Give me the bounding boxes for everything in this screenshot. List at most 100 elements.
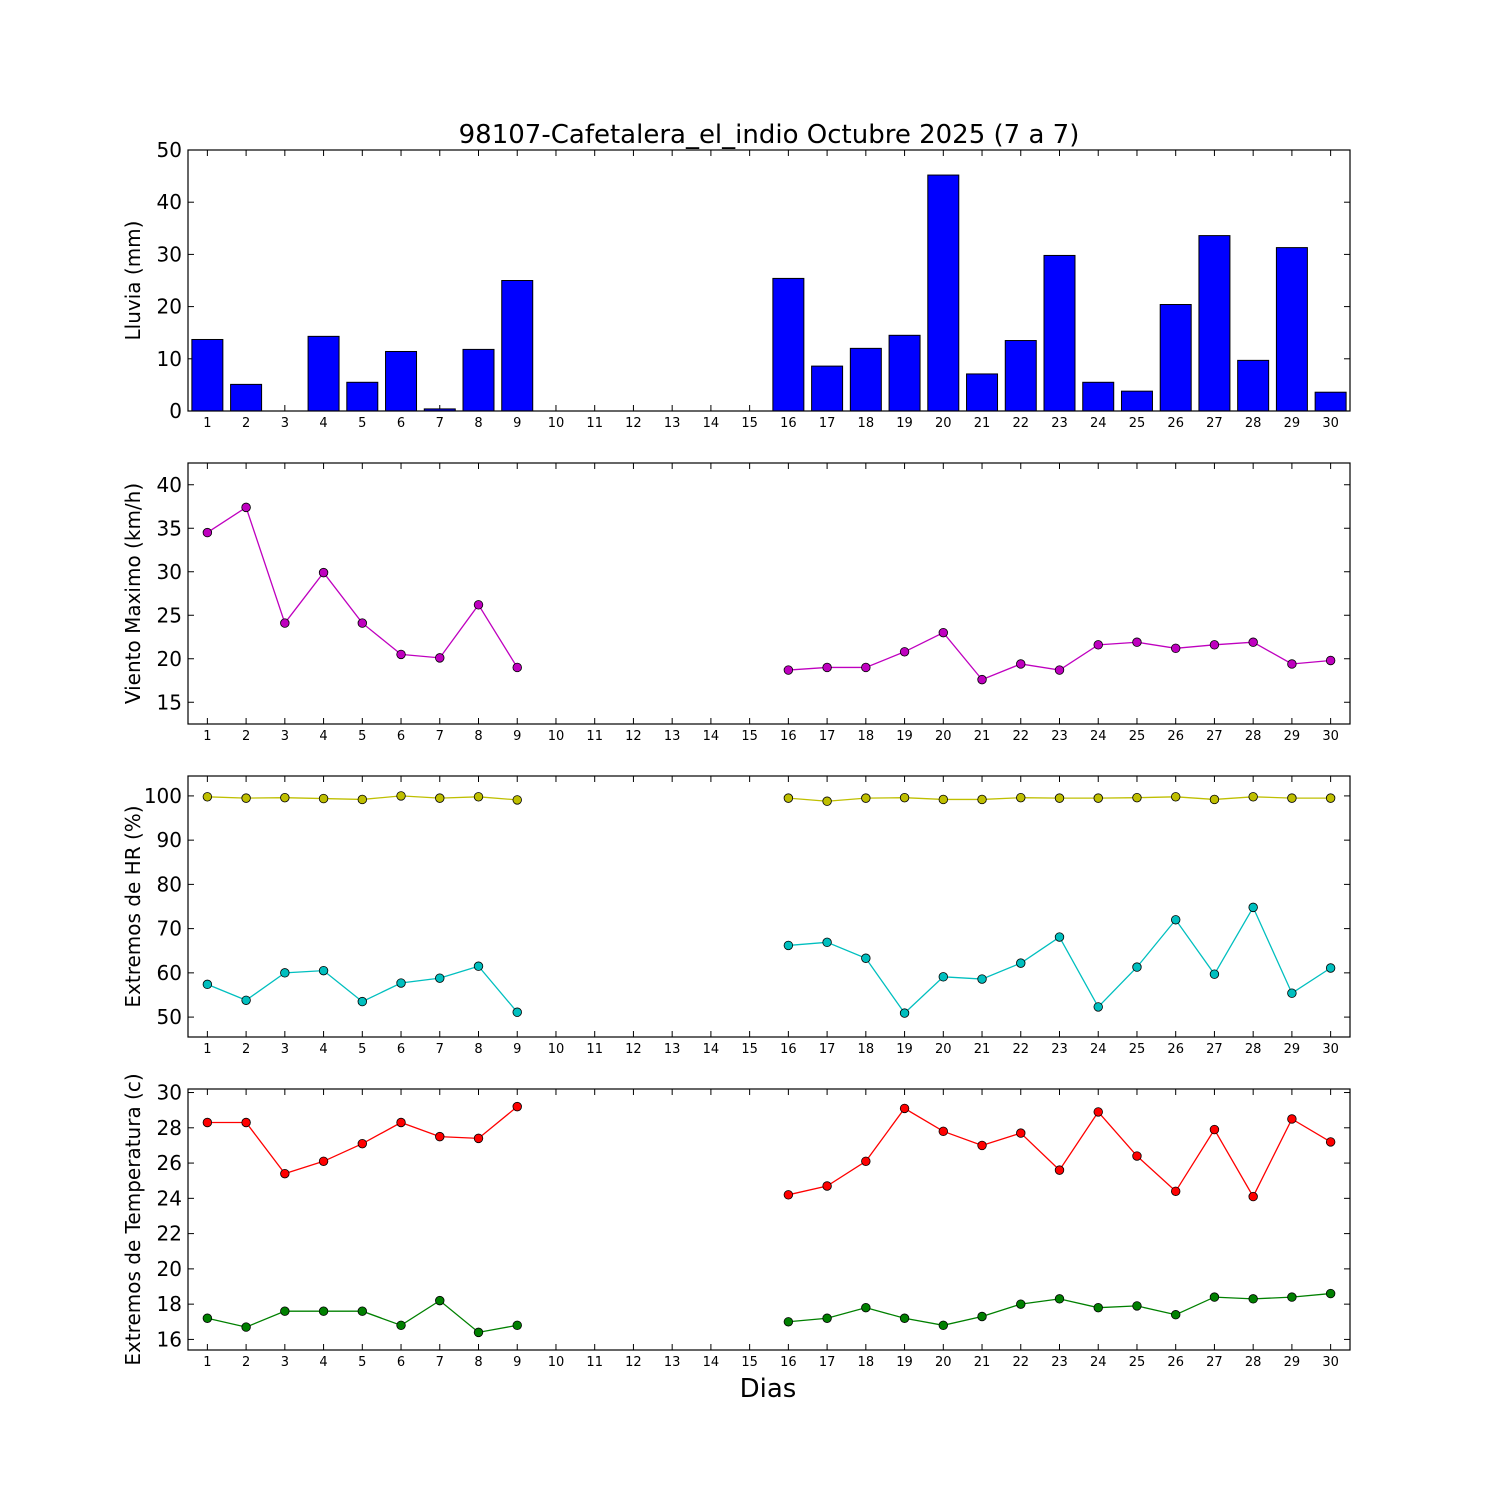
y-tick-label: 0 bbox=[169, 399, 182, 423]
x-tick-label: 28 bbox=[1245, 729, 1262, 744]
x-tick-label: 11 bbox=[586, 729, 603, 744]
x-tick-label: 20 bbox=[935, 729, 952, 744]
bar bbox=[772, 277, 805, 412]
y-tick-label: 30 bbox=[157, 1081, 182, 1105]
x-tick-label: 21 bbox=[974, 1355, 991, 1370]
series-point bbox=[396, 1320, 406, 1331]
x-tick-label: 9 bbox=[513, 1355, 521, 1370]
series-point bbox=[1209, 1124, 1220, 1135]
series-point bbox=[357, 618, 368, 628]
x-tick-label: 24 bbox=[1090, 416, 1107, 431]
x-tick-label: 20 bbox=[935, 1355, 952, 1370]
series-point bbox=[1054, 793, 1065, 803]
x-tick-label: 4 bbox=[319, 1355, 327, 1370]
x-tick-label: 9 bbox=[513, 1042, 521, 1057]
series-point bbox=[899, 1313, 910, 1323]
series-point bbox=[1016, 659, 1026, 669]
x-tick-label: 24 bbox=[1090, 1042, 1107, 1057]
y-tick-label: 70 bbox=[157, 917, 182, 941]
series-point bbox=[1287, 988, 1297, 998]
series-point bbox=[822, 937, 832, 948]
series-point bbox=[977, 1311, 987, 1322]
x-tick-label: 2 bbox=[242, 1042, 250, 1057]
x-tick-label: 23 bbox=[1051, 729, 1068, 744]
series-point bbox=[783, 1317, 794, 1327]
series-point bbox=[899, 1008, 910, 1018]
x-tick-label: 6 bbox=[397, 1355, 405, 1370]
x-tick-label: 2 bbox=[242, 1355, 250, 1370]
series-point bbox=[1132, 1151, 1142, 1161]
series-point bbox=[861, 793, 871, 803]
x-tick-label: 8 bbox=[474, 1042, 482, 1057]
series-point bbox=[1287, 659, 1297, 669]
x-tick-label: 29 bbox=[1284, 416, 1301, 431]
series-point bbox=[280, 1168, 290, 1179]
y-tick-label: 30 bbox=[157, 242, 182, 266]
series-point bbox=[473, 600, 484, 610]
x-tick-label: 3 bbox=[281, 1355, 289, 1370]
x-tick-label: 30 bbox=[1322, 729, 1339, 744]
x-tick-label: 28 bbox=[1245, 1355, 1262, 1370]
x-tick-label: 21 bbox=[974, 416, 991, 431]
x-tick-label: 22 bbox=[1012, 729, 1029, 744]
x-tick-label: 29 bbox=[1284, 1042, 1301, 1057]
series-point bbox=[1248, 1191, 1258, 1202]
series-point bbox=[938, 1320, 949, 1331]
x-tick-label: 10 bbox=[548, 729, 565, 744]
bar bbox=[501, 280, 534, 412]
bar bbox=[191, 338, 224, 412]
bar bbox=[346, 381, 379, 412]
series-point bbox=[1093, 1302, 1103, 1313]
x-tick-label: 5 bbox=[358, 1355, 366, 1370]
series-point bbox=[1132, 962, 1142, 972]
series-point bbox=[512, 662, 522, 673]
series-point bbox=[1016, 792, 1026, 803]
series-point bbox=[1170, 915, 1181, 925]
x-tick-label: 21 bbox=[974, 1042, 991, 1057]
x-tick-label: 17 bbox=[819, 416, 836, 431]
series-point bbox=[318, 965, 329, 976]
x-tick-label: 26 bbox=[1167, 416, 1184, 431]
bar bbox=[888, 334, 921, 412]
x-tick-label: 27 bbox=[1206, 729, 1223, 744]
series-point bbox=[202, 527, 213, 538]
series-point bbox=[473, 792, 484, 802]
series-point bbox=[357, 1306, 368, 1316]
series-point bbox=[1287, 1114, 1297, 1124]
x-tick-label: 11 bbox=[586, 416, 603, 431]
series-point bbox=[1132, 637, 1142, 647]
x-tick-label: 18 bbox=[858, 416, 875, 431]
x-tick-label: 2 bbox=[242, 416, 250, 431]
series-point bbox=[977, 1140, 987, 1151]
bar bbox=[1198, 235, 1231, 412]
x-tick-label: 5 bbox=[358, 1042, 366, 1057]
series-point bbox=[899, 792, 910, 803]
x-tick-label: 15 bbox=[741, 416, 758, 431]
y-tick-label: 40 bbox=[157, 473, 182, 497]
x-tick-label: 13 bbox=[664, 1355, 681, 1370]
axes-frame bbox=[187, 149, 1351, 412]
x-tick-label: 10 bbox=[548, 1355, 565, 1370]
bar bbox=[230, 383, 263, 412]
series-point bbox=[822, 796, 832, 806]
x-tick-label: 7 bbox=[436, 416, 444, 431]
x-tick-label: 29 bbox=[1284, 1355, 1301, 1370]
series-point bbox=[1325, 1137, 1336, 1147]
x-tick-label: 14 bbox=[703, 416, 720, 431]
x-tick-label: 6 bbox=[397, 729, 405, 744]
bar bbox=[1043, 254, 1076, 412]
x-tick-label: 23 bbox=[1051, 1042, 1068, 1057]
x-tick-label: 1 bbox=[203, 416, 211, 431]
y-tick-label: 22 bbox=[157, 1222, 182, 1246]
x-tick-label: 13 bbox=[664, 1042, 681, 1057]
x-tick-label: 17 bbox=[819, 1355, 836, 1370]
bar bbox=[1159, 304, 1192, 412]
x-tick-label: 1 bbox=[203, 1355, 211, 1370]
bar bbox=[811, 365, 844, 412]
x-tick-label: 5 bbox=[358, 416, 366, 431]
series-point bbox=[861, 662, 871, 673]
series-point bbox=[1016, 958, 1026, 968]
series-point bbox=[1248, 1294, 1258, 1304]
